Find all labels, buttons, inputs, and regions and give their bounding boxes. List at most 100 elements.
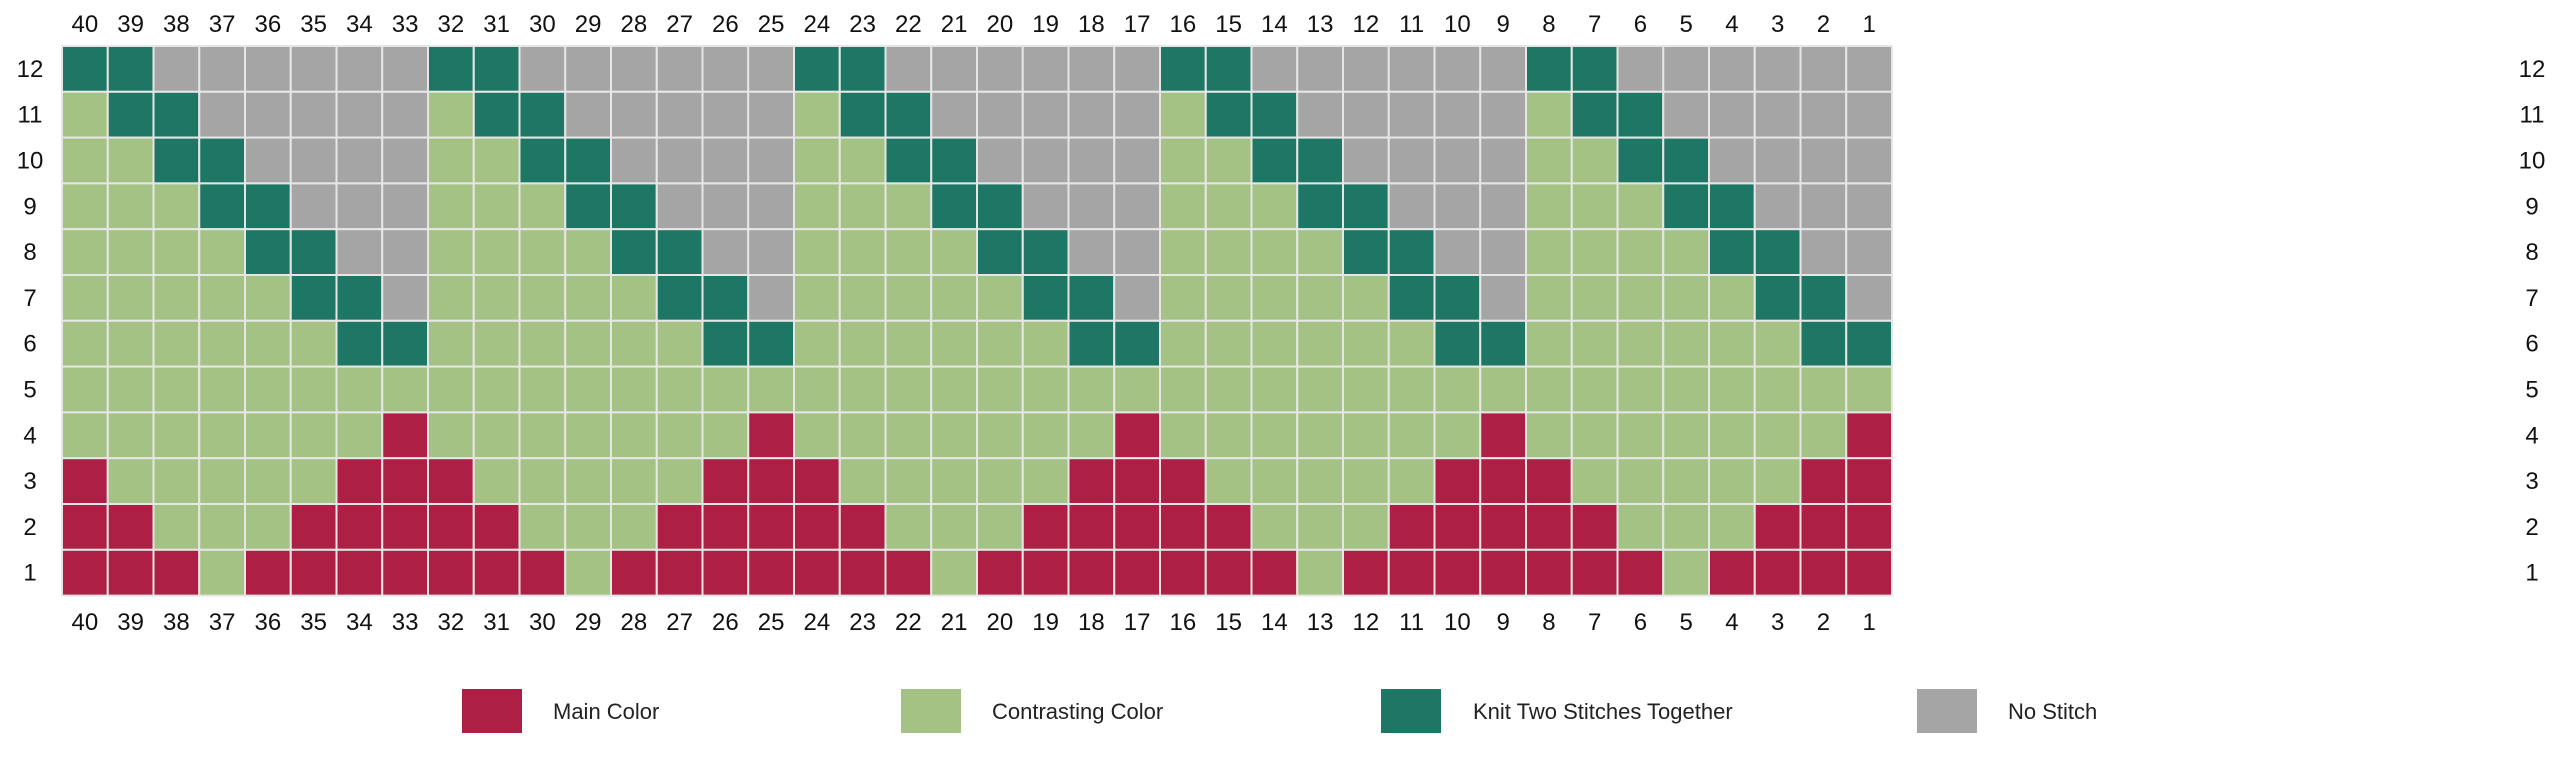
- stitch-cell: [472, 90, 521, 139]
- stitch-cell: [1662, 411, 1710, 460]
- stitch-cell: [838, 274, 887, 322]
- stitch-cell: [1387, 274, 1436, 322]
- stitch-cell: [1342, 228, 1390, 276]
- stitch-cell: [106, 503, 155, 551]
- stitch-cell: [1799, 365, 1848, 414]
- stitch-cell: [152, 365, 201, 414]
- legend-item-k: Knit Two Stitches Together: [1381, 689, 1733, 733]
- column-number-top: 13: [1307, 11, 1334, 38]
- stitch-cell: [1570, 136, 1619, 185]
- stitch-cell: [1342, 457, 1390, 506]
- stitch-cell: [701, 503, 750, 551]
- stitch-cell: [381, 457, 429, 506]
- stitch-cell: [1479, 365, 1527, 414]
- stitch-cell: [1616, 457, 1665, 506]
- stitch-cell: [381, 136, 429, 185]
- column-number-bottom: 38: [163, 609, 190, 636]
- stitch-cell: [289, 45, 338, 93]
- legend-swatch: [462, 689, 522, 733]
- column-number-bottom: 33: [392, 609, 419, 636]
- column-number-bottom: 25: [758, 609, 785, 636]
- row-number-right: 3: [2525, 468, 2538, 495]
- stitch-cell: [1753, 411, 1802, 460]
- stitch-cell: [564, 45, 612, 93]
- stitch-cell: [1021, 411, 1070, 460]
- stitch-cell: [152, 274, 201, 322]
- stitch-cell: [1799, 228, 1848, 276]
- stitch-cell: [335, 411, 384, 460]
- stitch-cell: [1753, 228, 1802, 276]
- stitch-cell: [1433, 548, 1482, 597]
- stitch-cell: [1708, 136, 1756, 185]
- stitch-cell: [1021, 136, 1070, 185]
- stitch-cell: [1296, 228, 1344, 276]
- stitch-cell: [152, 45, 201, 93]
- stitch-cell: [1708, 365, 1756, 414]
- stitch-cell: [884, 228, 933, 276]
- stitch-cell: [1662, 319, 1710, 368]
- column-number-bottom: 26: [712, 609, 739, 636]
- stitch-cell: [1250, 45, 1299, 93]
- column-number-top: 37: [209, 11, 236, 38]
- stitch-cell: [1067, 457, 1116, 506]
- column-number-top: 2: [1817, 11, 1830, 38]
- column-number-top: 10: [1444, 11, 1471, 38]
- stitch-cell: [838, 548, 887, 597]
- stitch-cell: [1525, 411, 1573, 460]
- stitch-cell: [838, 457, 887, 506]
- stitch-cell: [701, 274, 750, 322]
- column-number-top: 18: [1078, 11, 1105, 38]
- stitch-cell: [655, 365, 704, 414]
- stitch-cell: [1387, 90, 1436, 139]
- stitch-cell: [610, 45, 658, 93]
- stitch-cell: [793, 503, 841, 551]
- stitch-cell: [1753, 90, 1802, 139]
- stitch-cell: [564, 457, 612, 506]
- stitch-cell: [747, 182, 795, 231]
- stitch-cell: [1204, 365, 1253, 414]
- stitch-cell: [1433, 90, 1482, 139]
- stitch-cell: [1433, 319, 1482, 368]
- stitch-cell: [1799, 136, 1848, 185]
- stitch-cell: [1479, 503, 1527, 551]
- column-number-top: 8: [1542, 11, 1555, 38]
- legend: Main Color Contrasting Color Knit Two Stit…: [462, 689, 2097, 733]
- stitch-cell: [655, 228, 704, 276]
- stitch-cell: [335, 457, 384, 506]
- stitch-cell: [1342, 503, 1390, 551]
- stitch-cell: [61, 45, 109, 93]
- stitch-cell: [1525, 182, 1573, 231]
- stitch-cell: [838, 182, 887, 231]
- legend-label: Main Color: [553, 699, 659, 724]
- stitch-cell: [930, 228, 978, 276]
- stitch-cell: [244, 182, 292, 231]
- stitch-cell: [518, 45, 567, 93]
- stitch-cell: [1067, 411, 1116, 460]
- stitch-cell: [198, 274, 246, 322]
- stitch-cell: [793, 90, 841, 139]
- stitch-cell: [427, 365, 475, 414]
- stitch-cell: [655, 503, 704, 551]
- stitch-cell: [1387, 319, 1436, 368]
- stitch-cell: [1525, 90, 1573, 139]
- stitch-cell: [335, 548, 384, 597]
- stitch-cell: [1387, 136, 1436, 185]
- stitch-cell: [1616, 548, 1665, 597]
- stitch-cell: [1113, 365, 1161, 414]
- stitch-cell: [976, 411, 1024, 460]
- stitch-cell: [1845, 45, 1893, 93]
- stitch-cell: [1570, 457, 1619, 506]
- stitch-cell: [793, 136, 841, 185]
- stitch-cell: [793, 365, 841, 414]
- stitch-cell: [1845, 548, 1893, 597]
- stitch-cell: [976, 503, 1024, 551]
- stitch-cell: [1342, 45, 1390, 93]
- stitch-cell: [1296, 548, 1344, 597]
- stitch-cell: [793, 457, 841, 506]
- stitch-cell: [1753, 457, 1802, 506]
- stitch-cell: [1113, 411, 1161, 460]
- stitch-cell: [1433, 503, 1482, 551]
- stitch-cell: [1479, 228, 1527, 276]
- stitch-cell: [1067, 228, 1116, 276]
